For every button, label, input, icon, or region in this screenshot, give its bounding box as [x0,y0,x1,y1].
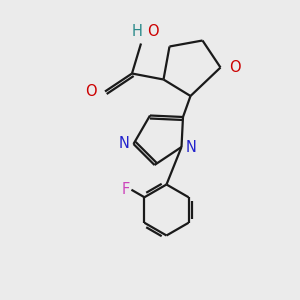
Text: N: N [118,136,129,152]
Text: N: N [186,140,197,154]
Text: O: O [148,24,159,39]
Text: O: O [85,84,97,99]
Text: F: F [122,182,130,197]
Text: O: O [229,60,241,75]
Text: H: H [132,24,142,39]
